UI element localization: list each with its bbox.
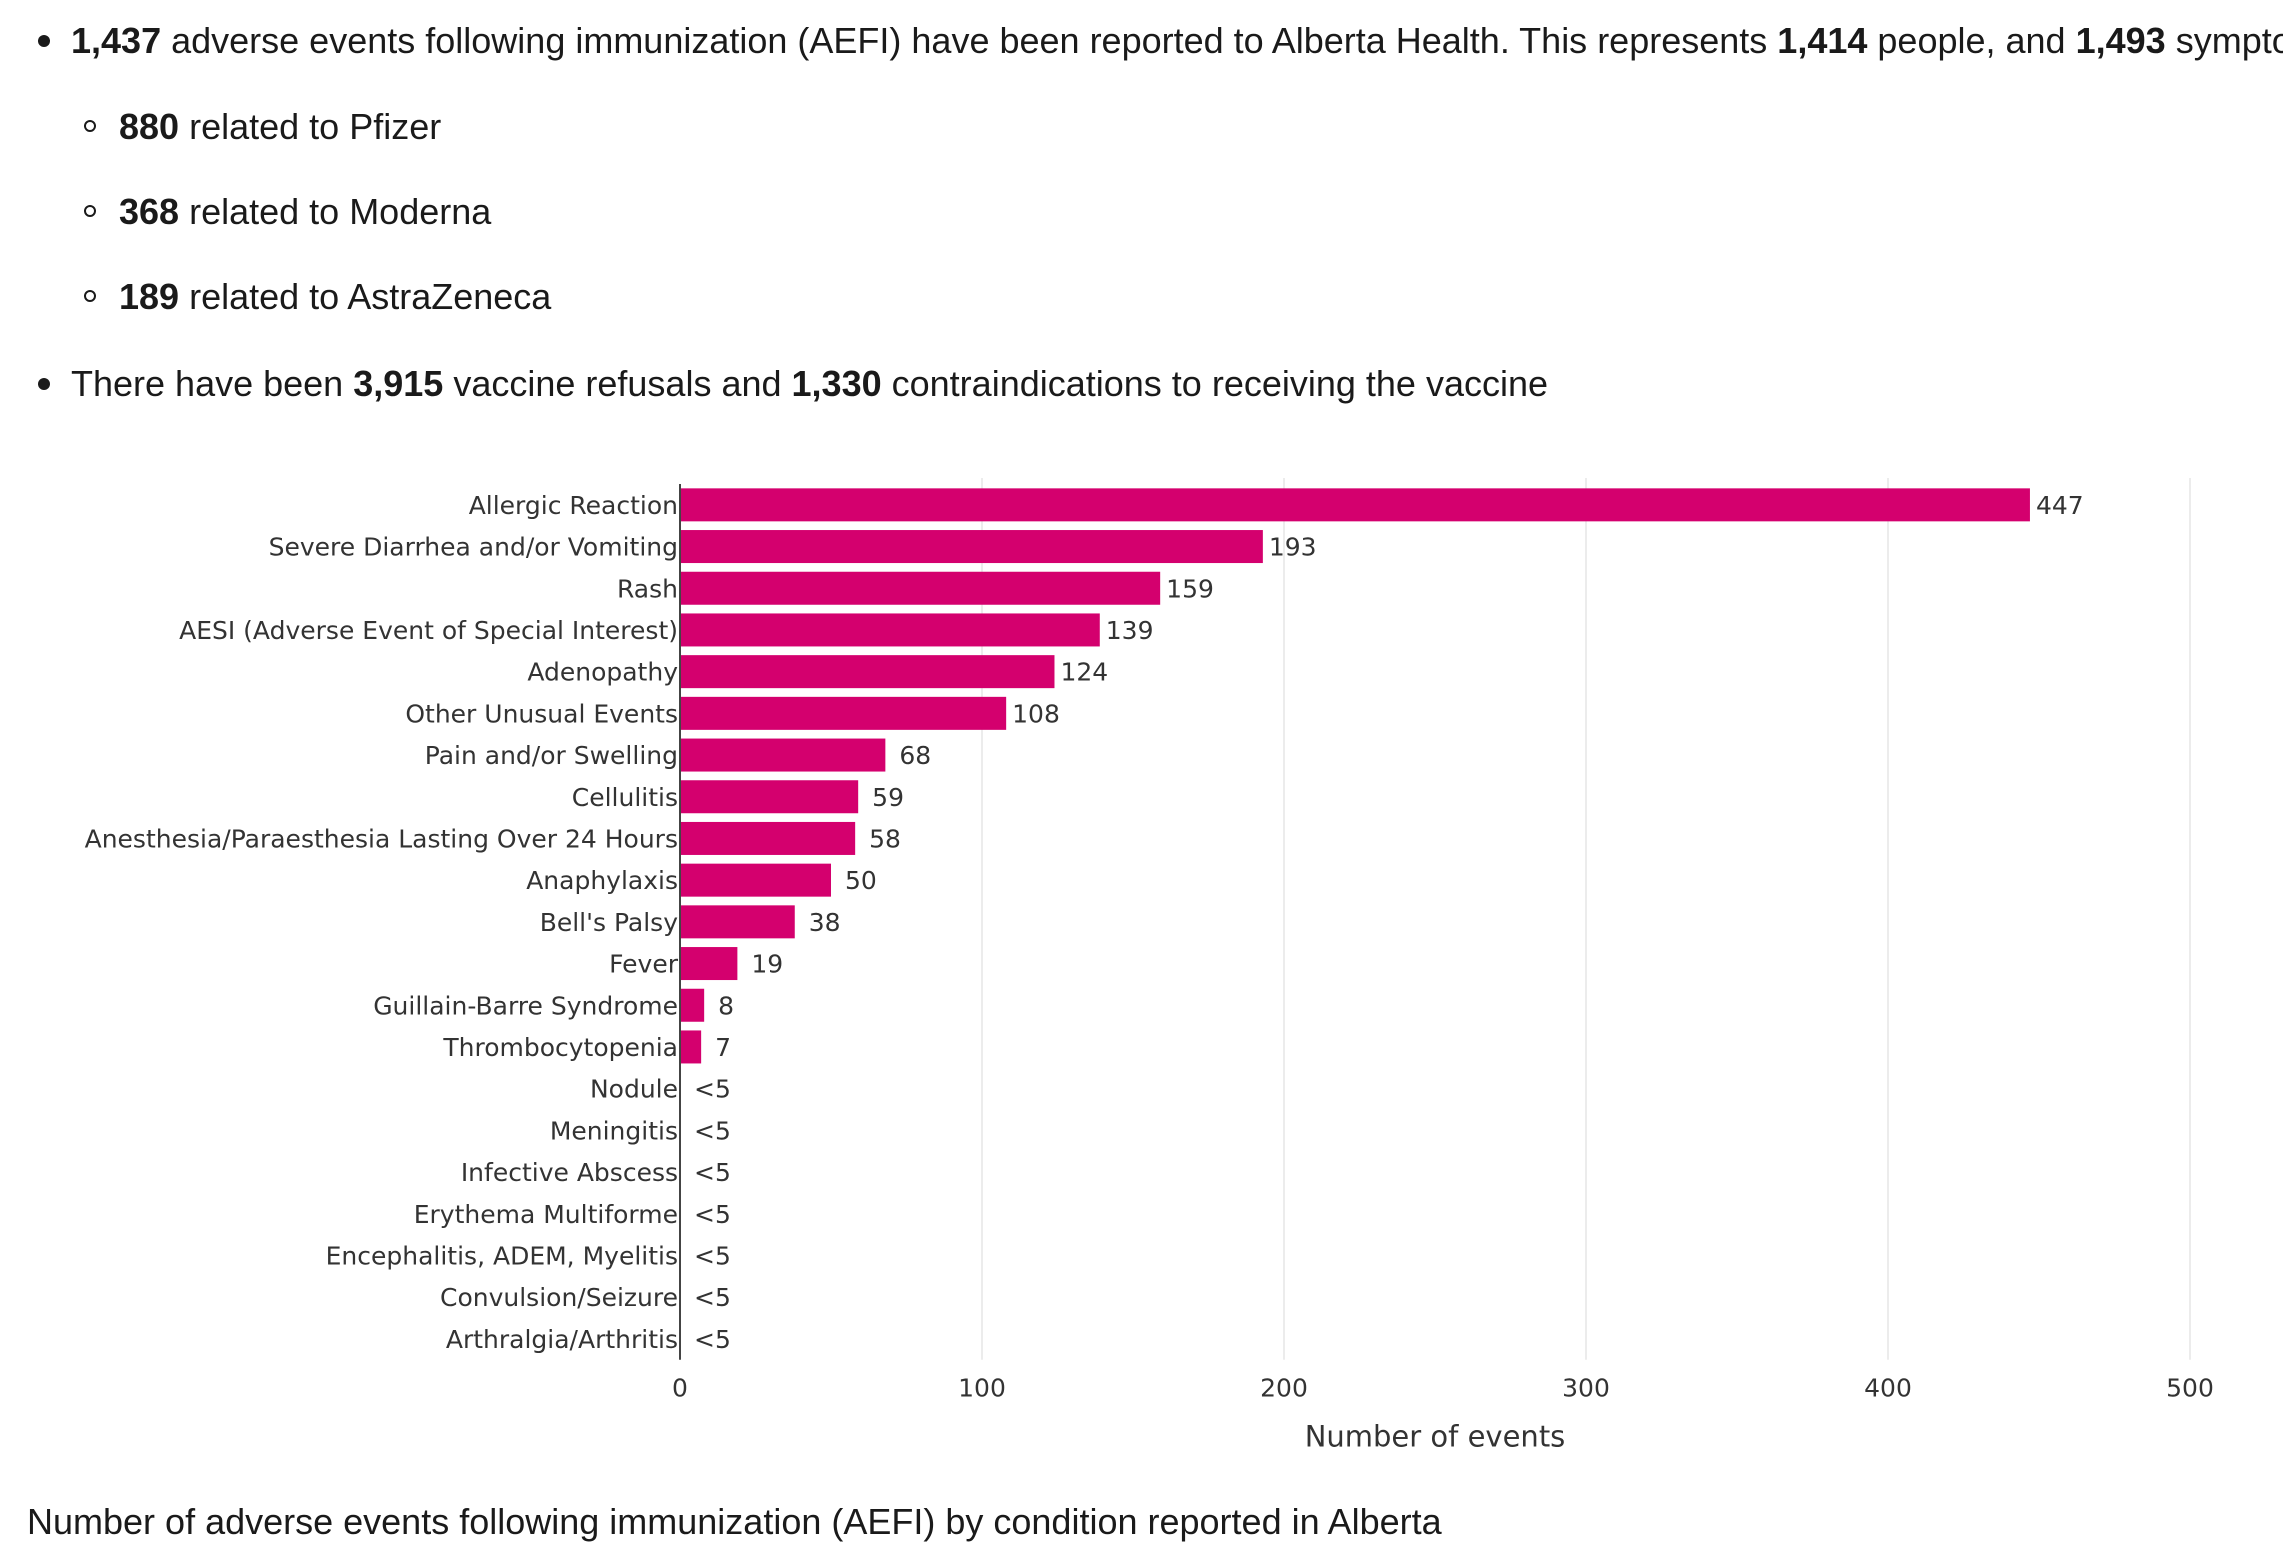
value-label: 68 [899,741,931,770]
aefi-bar-chart: Allergic Reaction Severe Diarrhea and/or … [85,478,2214,1450]
aefi-text-c: symptoms. [2175,20,2283,61]
category-label: Thrombocytopenia [442,1033,678,1062]
bar [680,488,2030,522]
bullet-dot [38,35,50,47]
moderna-count: 368 [119,191,180,232]
value-label: <5 [694,1158,731,1187]
value-label: <5 [694,1283,731,1312]
x-axis-title: Number of events [1305,1420,1566,1450]
bar [680,613,1100,647]
value-label: <5 [694,1200,731,1229]
sub-bullet-ring [84,120,96,132]
bar [680,571,1161,605]
aefi-symptoms-count: 1,493 [2075,20,2166,61]
bar [680,947,738,981]
aefi-events-count: 1,437 [71,20,162,61]
category-label: Pain and/or Swelling [425,741,678,770]
category-label: Anaphylaxis [526,866,678,895]
value-label: 38 [809,908,841,937]
bars [680,488,2030,1064]
category-label: Arthralgia/Arthritis [446,1325,678,1354]
category-label: Convulsion/Seizure [440,1283,678,1312]
category-label: Erythema Multiforme [414,1200,678,1229]
value-label: 447 [2036,491,2084,520]
value-label: 159 [1166,574,1214,603]
category-label: Other Unusual Events [405,699,678,728]
x-tick-label: 200 [1260,1374,1308,1403]
category-label: Fever [609,950,679,979]
category-label: Anesthesia/Paraesthesia Lasting Over 24 … [85,824,678,853]
category-label: Infective Abscess [461,1158,678,1187]
category-label: Bell's Palsy [540,908,679,937]
bar [680,696,1007,730]
x-tick-label: 500 [2166,1374,2214,1403]
category-label: Guillain-Barre Syndrome [373,991,678,1020]
value-label: <5 [694,1241,731,1270]
bar [680,905,795,939]
moderna-text: related to Moderna [189,191,492,232]
aefi-text-b: people, and [1877,20,2066,61]
x-tick-label: 100 [958,1374,1006,1403]
sub-bullet-ring [84,205,96,217]
aefi-text-a: adverse events following immunization (A… [171,20,1768,61]
pfizer-count: 880 [119,106,180,147]
bar [680,738,886,772]
category-label: Severe Diarrhea and/or Vomiting [269,533,678,562]
value-label: 50 [845,866,877,895]
refusals-summary-line: There have been 3,915 vaccine refusals a… [71,362,1548,406]
x-tick-labels: 0 100 200 300 400 500 [672,1374,2214,1403]
pfizer-text: related to Pfizer [189,106,442,147]
aefi-summary-line: 1,437 adverse events following immunizat… [71,19,2283,63]
value-label: 193 [1269,533,1317,562]
category-labels: Allergic Reaction Severe Diarrhea and/or … [85,491,679,1354]
bar [680,1030,702,1064]
refusals-count: 3,915 [353,363,444,404]
refusals-text-c: contraindications to receiving the vacci… [891,363,1549,404]
value-label: 8 [718,991,734,1020]
category-label: Adenopathy [527,658,678,687]
value-label: 58 [869,824,901,853]
category-label: Rash [617,574,678,603]
bar [680,821,856,855]
bullet-dot [38,378,50,390]
category-label: AESI (Adverse Event of Special Interest) [179,616,678,645]
refusals-text-a: There have been [71,363,344,404]
value-label: 7 [715,1033,731,1062]
aefi-people-count: 1,414 [1777,20,1868,61]
bar [680,530,1263,564]
vaccine-item-pfizer: 880 related to Pfizer [119,105,441,149]
value-label: <5 [694,1075,731,1104]
sub-bullet-ring [84,290,96,302]
category-label: Cellulitis [572,783,678,812]
category-label: Allergic Reaction [469,491,678,520]
chart-caption: Number of adverse events following immun… [27,1501,1442,1542]
value-label: <5 [694,1325,731,1354]
category-label: Encephalitis, ADEM, Myelitis [326,1241,678,1270]
value-label: 108 [1012,699,1060,728]
x-tick-label: 400 [1864,1374,1912,1403]
value-label: 124 [1060,658,1108,687]
refusals-text-b: vaccine refusals and [453,363,782,404]
bar [680,780,859,814]
category-label: Meningitis [550,1116,678,1145]
gridlines [981,478,2191,1360]
value-label: 59 [872,783,904,812]
value-label: 19 [751,950,783,979]
bar [680,863,831,897]
contraindications-count: 1,330 [791,363,882,404]
category-label: Nodule [590,1075,678,1104]
bar [680,988,705,1022]
x-tick-label: 0 [672,1374,688,1403]
value-label: 139 [1106,616,1154,645]
value-label: <5 [694,1116,731,1145]
x-tick-label: 300 [1562,1374,1610,1403]
astrazeneca-text: related to AstraZeneca [189,276,552,317]
vaccine-item-moderna: 368 related to Moderna [119,190,491,234]
astrazeneca-count: 189 [119,276,180,317]
vaccine-item-astrazeneca: 189 related to AstraZeneca [119,275,551,319]
bar [680,655,1055,689]
